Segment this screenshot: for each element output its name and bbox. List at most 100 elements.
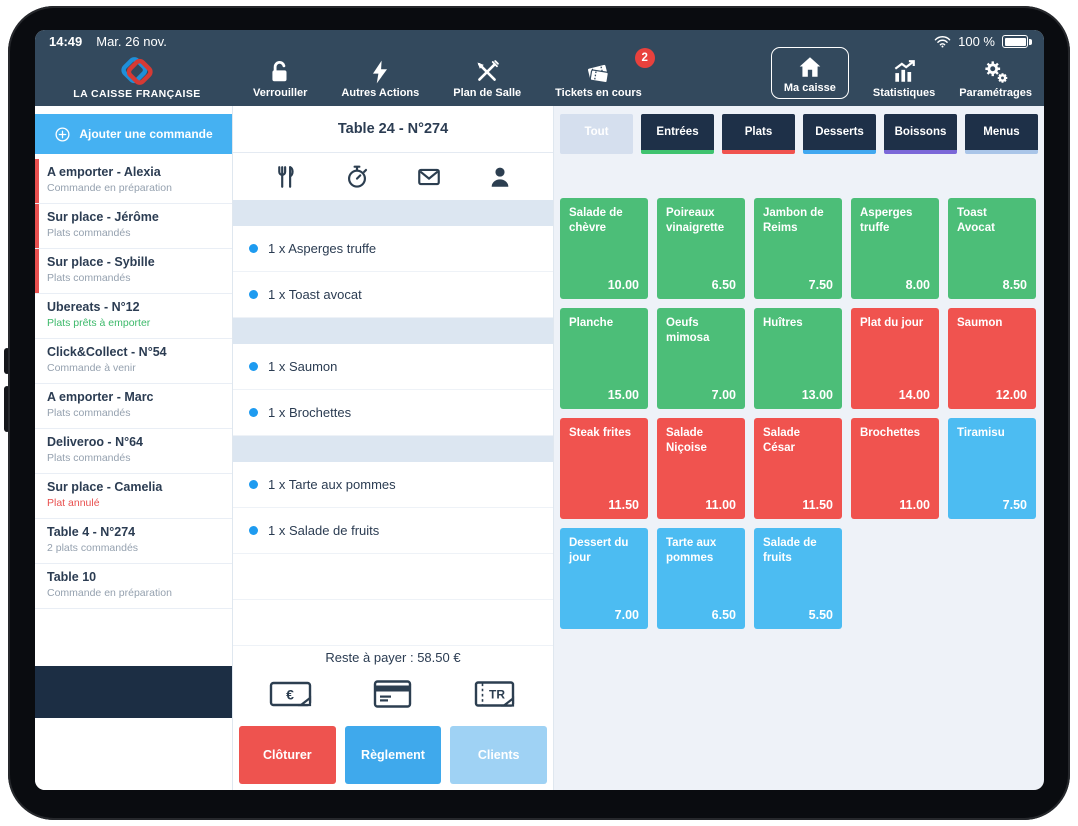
order-status: Commande en préparation bbox=[47, 182, 172, 194]
brand-logo: LA CAISSE FRANÇAISE bbox=[61, 55, 213, 100]
order-item-a-emporter-marc[interactable]: A emporter - Marc Plats commandés bbox=[35, 384, 232, 429]
tab-entr-es[interactable]: Entrées bbox=[641, 114, 714, 154]
order-item-sur-place-sybille[interactable]: Sur place - Sybille Plats commandés bbox=[35, 249, 232, 294]
course-divider bbox=[233, 436, 553, 462]
add-order-label: Ajouter une commande bbox=[79, 127, 213, 141]
tab-tout[interactable]: Tout bbox=[560, 114, 633, 154]
order-title: Click&Collect - N°54 bbox=[47, 345, 167, 359]
order-item-table-4-n-274[interactable]: Table 4 - N°274 2 plats commandés bbox=[35, 519, 232, 564]
product-price: 8.50 bbox=[1002, 278, 1027, 292]
brand-name: LA CAISSE FRANÇAISE bbox=[73, 88, 201, 100]
product-tile-plat-du-jour[interactable]: Plat du jour 14.00 bbox=[851, 308, 939, 409]
tab-plats[interactable]: Plats bbox=[722, 114, 795, 154]
product-tile-jambon-de-reims[interactable]: Jambon de Reims 7.50 bbox=[754, 198, 842, 299]
ticket-line-item[interactable]: 1 x Tarte aux pommes bbox=[233, 462, 553, 508]
product-tile-poireaux-vinaigrette[interactable]: Poireaux vinaigrette 6.50 bbox=[657, 198, 745, 299]
product-tile-salade-de-ch-vre[interactable]: Salade de chèvre 10.00 bbox=[560, 198, 648, 299]
tab-boissons[interactable]: Boissons bbox=[884, 114, 957, 154]
nav-label: Tickets en cours bbox=[555, 87, 642, 99]
nav-label: Autres Actions bbox=[341, 87, 420, 99]
product-name: Brochettes bbox=[860, 427, 921, 439]
tablet-bezel: 14:49 Mar. 26 nov. 100 % bbox=[8, 6, 1070, 820]
order-status: Plats commandés bbox=[47, 407, 131, 419]
nav-label: Verrouiller bbox=[253, 87, 308, 99]
product-tile-salade-de-fruits[interactable]: Salade de fruits 5.50 bbox=[754, 528, 842, 629]
product-price: 11.50 bbox=[608, 498, 639, 512]
product-name: Toast Avocat bbox=[957, 207, 995, 234]
cash-icon[interactable]: € bbox=[267, 678, 315, 711]
product-name: Tarte aux pommes bbox=[666, 537, 717, 564]
order-item-a-emporter-alexia[interactable]: A emporter - Alexia Commande en préparati… bbox=[35, 159, 232, 204]
product-name: Planche bbox=[569, 317, 614, 329]
order-item-deliveroo-n-64[interactable]: Deliveroo - N°64 Plats commandés bbox=[35, 429, 232, 474]
envelope-icon[interactable] bbox=[416, 164, 442, 190]
r-glement-button[interactable]: Règlement bbox=[344, 726, 442, 784]
product-tile-oeufs-mimosa[interactable]: Oeufs mimosa 7.00 bbox=[657, 308, 745, 409]
product-tile-asperges-truffe[interactable]: Asperges truffe 8.00 bbox=[851, 198, 939, 299]
ticket-restaurant-icon[interactable]: TR bbox=[471, 678, 519, 711]
product-name: Salade Niçoise bbox=[666, 427, 707, 454]
nav-item-statistiques[interactable]: Statistiques bbox=[873, 58, 935, 99]
fork-knife-icon[interactable] bbox=[273, 164, 299, 190]
nav-item-verrouiller[interactable]: Verrouiller bbox=[253, 58, 307, 99]
nav-item-autres-actions[interactable]: Autres Actions bbox=[341, 58, 419, 99]
product-price: 6.50 bbox=[711, 278, 736, 292]
main-content: Ajouter une commande A emporter - Alexia… bbox=[35, 106, 1044, 790]
clock: 14:49 bbox=[49, 34, 83, 49]
plus-circle-icon bbox=[55, 126, 70, 142]
order-item-table-10[interactable]: Table 10 Commande en préparation bbox=[35, 564, 232, 609]
add-order-button[interactable]: Ajouter une commande bbox=[35, 114, 232, 154]
clients-button[interactable]: Clients bbox=[450, 726, 548, 784]
product-price: 12.00 bbox=[995, 388, 1027, 402]
tab-menus[interactable]: Menus bbox=[965, 114, 1038, 154]
ticket-actions: Clôturer Règlement Clients bbox=[233, 726, 553, 784]
cl-turer-button[interactable]: Clôturer bbox=[239, 726, 336, 784]
nav-item-tickets-en-cours[interactable]: Tickets en cours 2 bbox=[555, 48, 655, 99]
item-label: 1 x Brochettes bbox=[268, 405, 352, 420]
product-tile-salade-c-sar[interactable]: Salade César 11.50 bbox=[754, 418, 842, 519]
item-status-dot bbox=[249, 480, 258, 489]
pos-app-screen: 14:49 Mar. 26 nov. 100 % bbox=[35, 30, 1044, 790]
tab-desserts[interactable]: Desserts bbox=[803, 114, 876, 154]
tickets-icon bbox=[585, 58, 611, 85]
order-item-sur-place-j-r-me[interactable]: Sur place - Jérôme Plats commandés bbox=[35, 204, 232, 249]
product-price: 13.00 bbox=[801, 388, 833, 402]
person-icon[interactable] bbox=[487, 164, 513, 190]
cutlery-icon bbox=[474, 58, 500, 85]
ticket-line-item[interactable]: 1 x Saumon bbox=[233, 344, 553, 390]
item-status-dot bbox=[249, 362, 258, 371]
nav-item-ma-caisse[interactable]: Ma caisse bbox=[770, 47, 849, 99]
order-item-ubereats-n-12[interactable]: Ubereats - N°12 Plats prêts à emporter bbox=[35, 294, 232, 339]
product-tile-saumon[interactable]: Saumon 12.00 bbox=[948, 308, 1036, 409]
ticket-line-item[interactable]: 1 x Salade de fruits bbox=[233, 508, 553, 554]
product-tile-salade-ni-oise[interactable]: Salade Niçoise 11.00 bbox=[657, 418, 745, 519]
product-tile-hu-tres[interactable]: Huîtres 13.00 bbox=[754, 308, 842, 409]
date: Mar. 26 nov. bbox=[96, 34, 167, 49]
product-tile-brochettes[interactable]: Brochettes 11.00 bbox=[851, 418, 939, 519]
nav-item-param-trages[interactable]: Paramétrages bbox=[959, 58, 1032, 99]
order-title: Sur place - Camelia bbox=[47, 480, 163, 494]
product-tile-tiramisu[interactable]: Tiramisu 7.50 bbox=[948, 418, 1036, 519]
ticket-line-item[interactable]: 1 x Asperges truffe bbox=[233, 226, 553, 272]
product-tile-planche[interactable]: Planche 15.00 bbox=[560, 308, 648, 409]
timer-icon[interactable] bbox=[344, 164, 370, 190]
product-price: 7.50 bbox=[1002, 498, 1027, 512]
gears-icon bbox=[983, 58, 1009, 85]
product-price: 5.50 bbox=[808, 608, 833, 622]
main-navigation: Verrouiller Autres Actions Plan de Salle Ti… bbox=[253, 48, 655, 99]
ticket-line-item[interactable]: 1 x Toast avocat bbox=[233, 272, 553, 318]
order-item-click-collect-n-54[interactable]: Click&Collect - N°54 Commande à venir bbox=[35, 339, 232, 384]
product-name: Steak frites bbox=[569, 427, 632, 439]
card-icon[interactable] bbox=[369, 678, 417, 711]
product-tile-dessert-du-jour[interactable]: Dessert du jour 7.00 bbox=[560, 528, 648, 629]
order-item-sur-place-camelia[interactable]: Sur place - Camelia Plat annulé bbox=[35, 474, 232, 519]
product-tile-steak-frites[interactable]: Steak frites 11.50 bbox=[560, 418, 648, 519]
product-tile-toast-avocat[interactable]: Toast Avocat 8.50 bbox=[948, 198, 1036, 299]
category-tabs: Tout Entrées Plats Desserts Boissons Menus bbox=[560, 114, 1044, 154]
product-price: 15.00 bbox=[607, 388, 639, 402]
nav-item-plan-de-salle[interactable]: Plan de Salle bbox=[453, 58, 521, 99]
ticket-line-item[interactable]: 1 x Brochettes bbox=[233, 390, 553, 436]
orders-list: A emporter - Alexia Commande en préparati… bbox=[35, 159, 232, 609]
product-tile-tarte-aux-pommes[interactable]: Tarte aux pommes 6.50 bbox=[657, 528, 745, 629]
lock-open-icon bbox=[267, 58, 293, 85]
